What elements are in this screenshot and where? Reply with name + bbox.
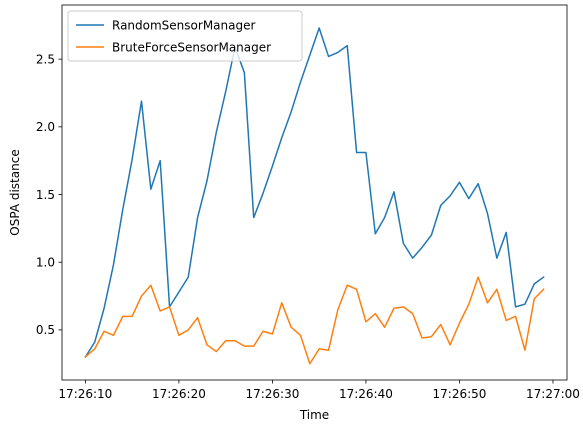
x-axis: 17:26:10 17:26:20 17:26:30 17:26:40 17:26:50… — [58, 380, 580, 401]
legend-box — [67, 10, 303, 62]
x-tick-label: 17:26:30 — [245, 387, 299, 401]
x-tick-label: 17:27:00 — [526, 387, 580, 401]
x-tick-label: 17:26:40 — [339, 387, 393, 401]
y-tick-label: 2.5 — [36, 52, 55, 66]
series-line-bruteforce — [84, 276, 545, 365]
legend: RandomSensorManager BruteForceSensorMana… — [67, 10, 303, 62]
legend-label-bruteforce: BruteForceSensorManager — [112, 41, 271, 55]
plot-area — [62, 5, 567, 380]
x-tick-label: 17:26:10 — [58, 387, 112, 401]
series-line-random — [84, 27, 545, 359]
y-tick-label: 2.0 — [36, 120, 55, 134]
series-layer — [84, 27, 545, 365]
x-axis-label: Time — [299, 408, 329, 422]
x-tick-label: 17:26:20 — [152, 387, 206, 401]
legend-label-random: RandomSensorManager — [112, 19, 255, 33]
y-axis-label: OSPA distance — [8, 149, 22, 235]
y-axis: 0.5 1.0 1.5 2.0 2.5 — [36, 52, 62, 337]
y-tick-label: 0.5 — [36, 323, 55, 337]
plot-frame — [61, 4, 568, 381]
x-tick-label: 17:26:50 — [433, 387, 487, 401]
y-tick-label: 1.0 — [36, 256, 55, 270]
y-tick-label: 1.5 — [36, 188, 55, 202]
